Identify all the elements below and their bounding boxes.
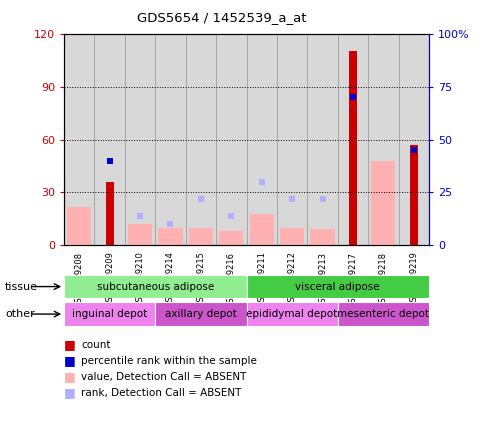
Text: mesenteric depot: mesenteric depot xyxy=(337,309,429,319)
Bar xyxy=(368,34,398,245)
Text: percentile rank within the sample: percentile rank within the sample xyxy=(81,356,257,366)
Text: tissue: tissue xyxy=(5,282,38,291)
Bar xyxy=(349,52,357,245)
Bar xyxy=(219,231,244,245)
Text: rank, Detection Call = ABSENT: rank, Detection Call = ABSENT xyxy=(81,388,242,398)
Bar xyxy=(106,182,114,245)
Text: visceral adipose: visceral adipose xyxy=(295,282,380,291)
Bar xyxy=(311,229,335,245)
Bar xyxy=(277,34,307,245)
Bar xyxy=(125,34,155,245)
Bar xyxy=(155,302,246,326)
Bar xyxy=(67,206,92,245)
Bar xyxy=(338,34,368,245)
Bar xyxy=(64,275,246,298)
Bar xyxy=(307,34,338,245)
Bar xyxy=(246,275,429,298)
Bar xyxy=(280,228,304,245)
Text: ■: ■ xyxy=(64,371,76,383)
Bar xyxy=(249,214,274,245)
Bar xyxy=(158,228,183,245)
Bar xyxy=(128,224,152,245)
Bar xyxy=(64,34,95,245)
Text: GDS5654 / 1452539_a_at: GDS5654 / 1452539_a_at xyxy=(137,11,307,24)
Bar xyxy=(189,228,213,245)
Text: other: other xyxy=(5,309,35,319)
Text: axillary depot: axillary depot xyxy=(165,309,237,319)
Text: epididymal depot: epididymal depot xyxy=(246,309,338,319)
Text: inguinal depot: inguinal depot xyxy=(72,309,147,319)
Text: ■: ■ xyxy=(64,354,76,367)
Bar xyxy=(216,34,246,245)
Text: ■: ■ xyxy=(64,338,76,351)
Bar xyxy=(155,34,186,245)
Text: ■: ■ xyxy=(64,387,76,399)
Bar xyxy=(410,145,418,245)
Bar xyxy=(371,161,395,245)
Bar xyxy=(398,34,429,245)
Bar xyxy=(186,34,216,245)
Bar xyxy=(246,302,338,326)
Bar xyxy=(338,302,429,326)
Bar xyxy=(95,34,125,245)
Bar xyxy=(64,302,155,326)
Text: value, Detection Call = ABSENT: value, Detection Call = ABSENT xyxy=(81,372,246,382)
Bar xyxy=(246,34,277,245)
Text: subcutaneous adipose: subcutaneous adipose xyxy=(97,282,214,291)
Text: count: count xyxy=(81,340,111,350)
